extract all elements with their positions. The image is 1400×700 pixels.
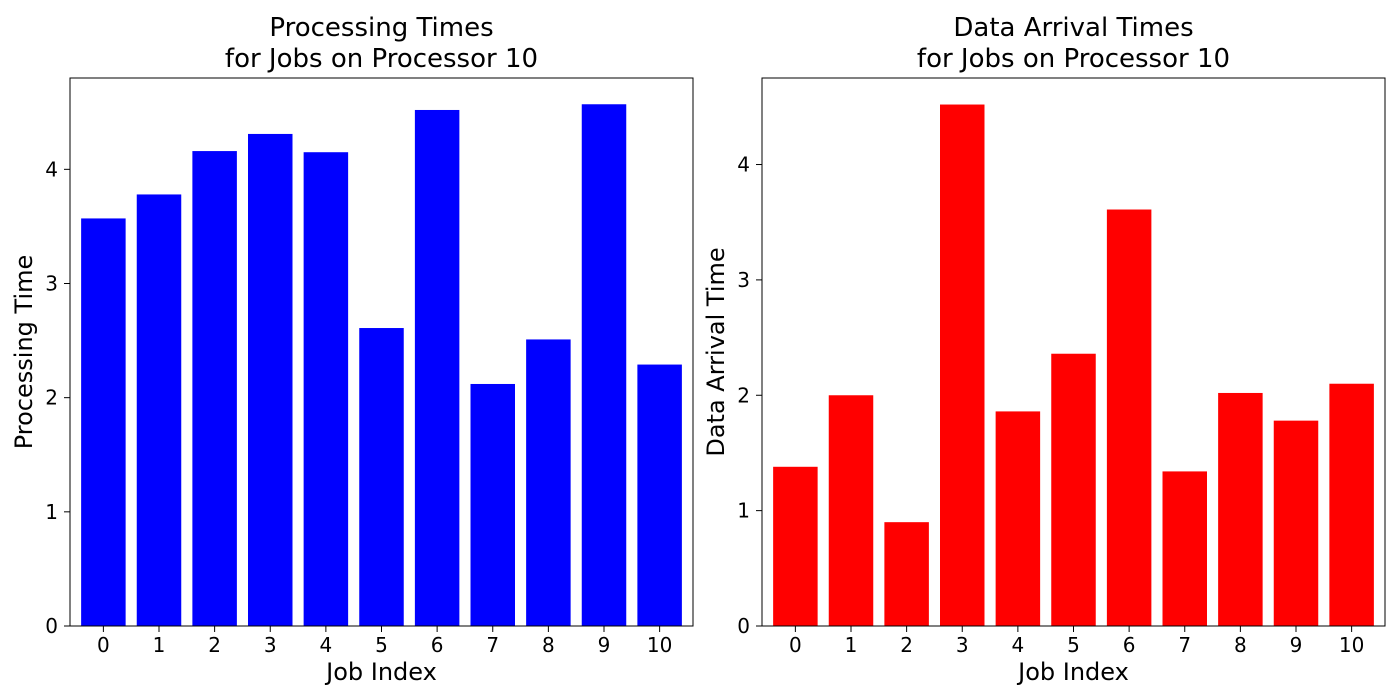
processing-times-x-tick-label: 10 <box>647 633 672 657</box>
data-arrival-times-bar-9 <box>1273 420 1319 626</box>
data-arrival-times-bar-2 <box>884 522 929 626</box>
data-arrival-times-bar-6 <box>1106 209 1152 626</box>
data-arrival-times-x-tick-label: 2 <box>900 633 913 657</box>
processing-times-x-tick-label: 8 <box>542 633 555 657</box>
data-arrival-times-y-tick-label: 1 <box>737 499 750 523</box>
processing-times-bar-2 <box>192 151 237 626</box>
processing-times-y-tick-label: 2 <box>45 386 58 410</box>
data-arrival-times-x-axis-label: Job Index <box>1016 658 1129 686</box>
data-arrival-times-y-tick-label: 4 <box>737 153 750 177</box>
processing-times-y-tick-label: 1 <box>45 500 58 524</box>
processing-times-x-axis-label: Job Index <box>324 658 437 686</box>
data-arrival-times-y-tick-label: 2 <box>737 383 750 407</box>
data-arrival-times-title: Data Arrival Times for Jobs on Processor … <box>917 13 1230 74</box>
processing-times-y-tick-label: 4 <box>45 157 58 181</box>
data-arrival-times-x-tick-label: 6 <box>1123 633 1136 657</box>
processing-times-x-tick-label: 4 <box>320 633 333 657</box>
data-arrival-times-x-tick-label: 10 <box>1339 633 1364 657</box>
processing-times-chart: Processing Times for Jobs on Processor 10… <box>10 13 694 686</box>
data-arrival-times-x-tick-label: 7 <box>1178 633 1191 657</box>
processing-times-x-tick-label: 3 <box>264 633 277 657</box>
data-arrival-times-bar-4 <box>995 411 1041 626</box>
data-arrival-times-bar-10 <box>1329 383 1374 626</box>
data-arrival-times-y-tick-label: 0 <box>737 614 750 638</box>
processing-times-bar-4 <box>303 152 349 626</box>
processing-times-x-tick-label: 0 <box>97 633 110 657</box>
data-arrival-times-y-tick-label: 3 <box>737 268 750 292</box>
data-arrival-times-x-tick-label: 8 <box>1234 633 1247 657</box>
processing-times-x-tick-label: 6 <box>431 633 444 657</box>
processing-times-bar-7 <box>470 383 515 626</box>
data-arrival-times-bar-5 <box>1051 353 1096 626</box>
processing-times-y-tick-label: 0 <box>45 614 58 638</box>
processing-times-bar-6 <box>414 109 460 627</box>
processing-times-bar-3 <box>248 133 293 626</box>
processing-times-y-axis-label: Processing Time <box>10 255 38 450</box>
data-arrival-times-x-tick-label: 1 <box>845 633 858 657</box>
data-arrival-times-bar-0 <box>773 466 818 626</box>
data-arrival-times-bar-3 <box>940 104 985 626</box>
processing-times-bar-1 <box>136 194 182 626</box>
processing-times-bar-8 <box>526 339 571 626</box>
processing-times-x-tick-label: 1 <box>153 633 166 657</box>
processing-times-title: Processing Times for Jobs on Processor 10 <box>225 13 538 74</box>
processing-times-bar-0 <box>81 218 126 626</box>
data-arrival-times-x-tick-label: 3 <box>956 633 969 657</box>
processing-times-x-tick-label: 9 <box>598 633 611 657</box>
data-arrival-times-y-axis-label: Data Arrival Time <box>702 247 730 456</box>
processing-times-bar-10 <box>637 364 682 626</box>
data-arrival-times-x-tick-label: 4 <box>1012 633 1025 657</box>
data-arrival-times-x-tick-label: 5 <box>1067 633 1080 657</box>
processing-times-bar-5 <box>359 328 404 626</box>
processing-times-x-tick-label: 7 <box>486 633 499 657</box>
data-arrival-times-bar-1 <box>828 395 874 626</box>
processing-times-y-tick-label: 3 <box>45 272 58 296</box>
data-arrival-times-chart: Data Arrival Times for Jobs on Processor … <box>702 13 1386 686</box>
processing-times-bar-9 <box>581 104 627 626</box>
data-arrival-times-x-tick-label: 9 <box>1290 633 1303 657</box>
processing-times-x-tick-label: 2 <box>208 633 221 657</box>
processing-times-x-tick-label: 5 <box>375 633 388 657</box>
data-arrival-times-bar-7 <box>1162 471 1207 626</box>
data-arrival-times-x-tick-label: 0 <box>789 633 802 657</box>
data-arrival-times-bar-8 <box>1218 392 1263 626</box>
